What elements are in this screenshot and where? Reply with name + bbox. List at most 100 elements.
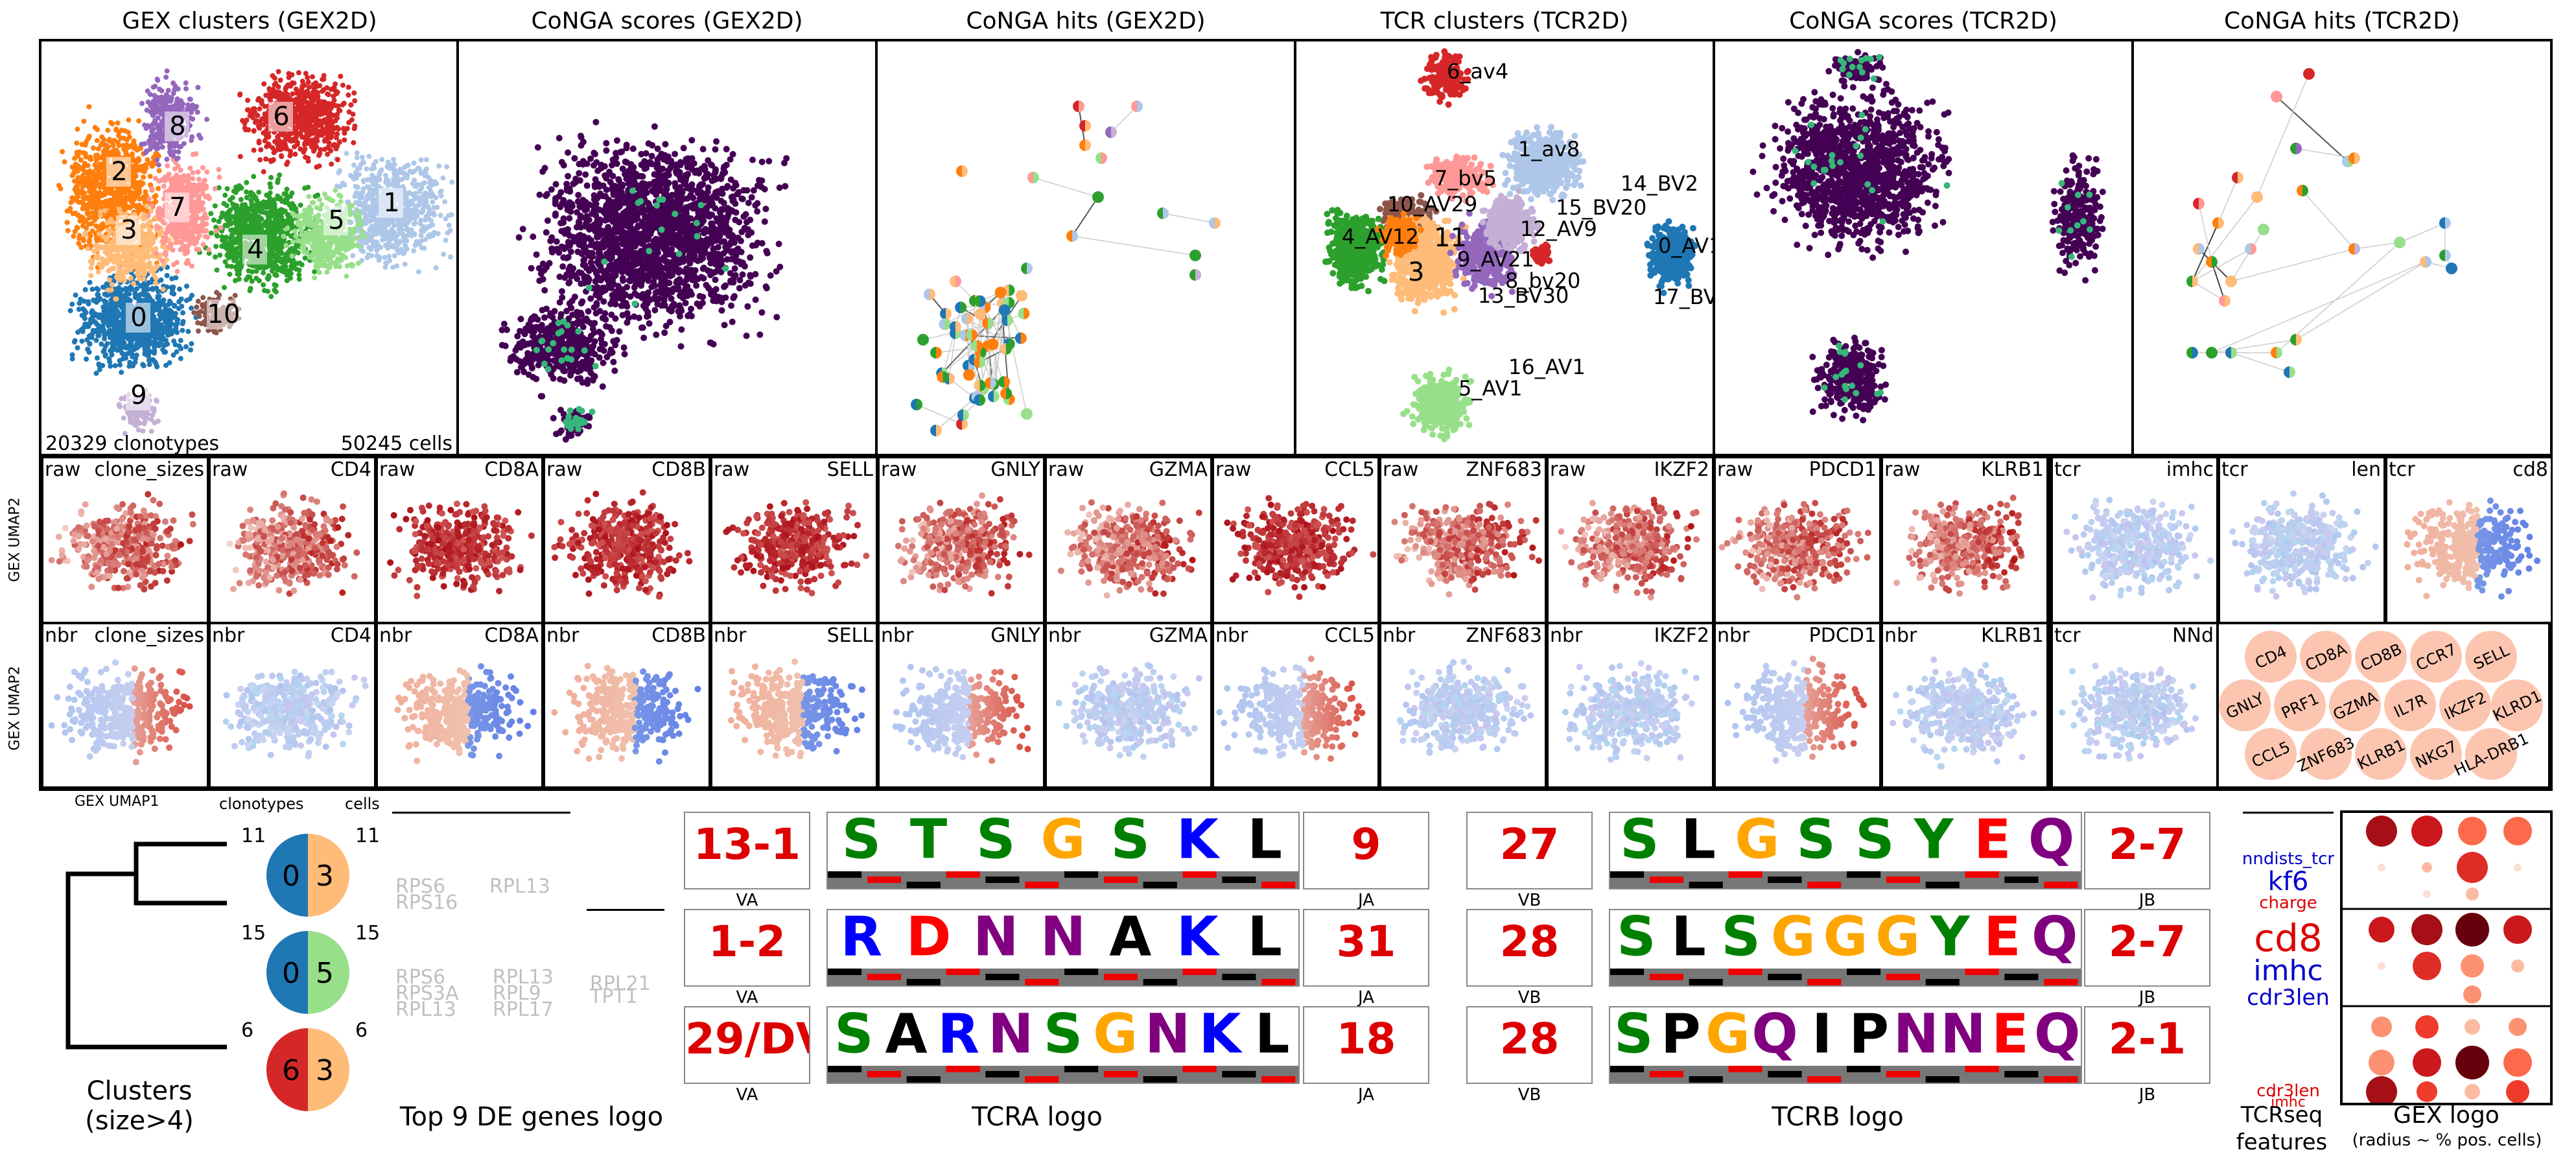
cell-point bbox=[299, 86, 305, 91]
cell-point bbox=[102, 336, 108, 342]
cell-point bbox=[293, 97, 299, 102]
cell-point bbox=[228, 221, 234, 227]
cell-point bbox=[75, 126, 80, 132]
cell-point bbox=[302, 217, 308, 223]
cell-point bbox=[104, 341, 110, 347]
cell-point bbox=[344, 150, 349, 156]
cell-point bbox=[266, 198, 272, 204]
cell-point bbox=[435, 231, 441, 237]
cell-point bbox=[270, 145, 275, 151]
cell-point bbox=[287, 153, 293, 159]
cell-point bbox=[334, 157, 340, 163]
cell-point bbox=[97, 312, 103, 318]
cell-point bbox=[99, 265, 104, 270]
cell-point bbox=[67, 206, 73, 211]
cell-point bbox=[272, 90, 277, 96]
cell-point bbox=[272, 75, 277, 81]
cell-point bbox=[382, 172, 388, 178]
cell-point bbox=[333, 81, 338, 87]
cell-point bbox=[292, 151, 298, 157]
cell-point bbox=[93, 206, 99, 211]
cell-point bbox=[218, 225, 224, 231]
cell-point bbox=[248, 227, 253, 233]
cell-point bbox=[305, 105, 310, 111]
cell-point bbox=[310, 252, 316, 258]
cell-point bbox=[64, 220, 70, 226]
cell-point bbox=[314, 164, 320, 170]
cell-point bbox=[157, 316, 163, 322]
cell-point bbox=[293, 213, 299, 218]
cell-point bbox=[134, 286, 140, 292]
cell-point bbox=[312, 193, 318, 199]
cell-point bbox=[126, 117, 132, 123]
cell-point bbox=[91, 248, 97, 254]
cell-point bbox=[249, 278, 255, 284]
cell-point bbox=[238, 196, 244, 202]
cell-point bbox=[388, 237, 393, 242]
cell-point bbox=[106, 356, 112, 362]
cell-point bbox=[299, 110, 305, 116]
cell-point bbox=[79, 338, 85, 344]
cell-point bbox=[379, 232, 385, 238]
cell-point bbox=[307, 204, 312, 210]
cell-point bbox=[113, 296, 119, 302]
cell-point bbox=[108, 348, 113, 354]
cell-point bbox=[296, 272, 302, 277]
cell-point bbox=[110, 121, 115, 126]
cell-point bbox=[69, 164, 75, 170]
cell-point bbox=[283, 85, 288, 91]
cell-point bbox=[405, 206, 411, 211]
cell-point bbox=[270, 208, 275, 214]
cell-point bbox=[169, 276, 175, 281]
cell-point bbox=[344, 274, 349, 279]
cell-point bbox=[95, 296, 101, 302]
cell-point bbox=[69, 195, 75, 201]
cell-point bbox=[113, 328, 119, 334]
cell-point bbox=[145, 213, 151, 218]
cell-point bbox=[277, 172, 283, 178]
cell-point bbox=[160, 310, 166, 316]
cell-point bbox=[376, 257, 382, 263]
cell-point bbox=[243, 205, 249, 211]
cell-point bbox=[279, 154, 285, 159]
cell-point bbox=[281, 233, 287, 239]
cell-point bbox=[60, 148, 65, 154]
cell-point bbox=[93, 254, 99, 260]
cell-point bbox=[360, 248, 366, 254]
cell-point bbox=[303, 89, 309, 95]
cell-point bbox=[266, 257, 272, 263]
cell-point bbox=[338, 73, 344, 79]
cell-point bbox=[108, 139, 114, 145]
cell-point bbox=[353, 183, 358, 189]
cell-point bbox=[312, 238, 318, 244]
cell-point bbox=[174, 321, 180, 327]
cell-point bbox=[308, 220, 314, 226]
cell-point bbox=[88, 273, 94, 279]
cell-point bbox=[212, 186, 218, 192]
cell-point bbox=[89, 221, 95, 227]
cell-point bbox=[298, 146, 303, 152]
cell-point bbox=[394, 175, 400, 181]
cell-point bbox=[267, 247, 273, 253]
cell-point bbox=[355, 222, 360, 228]
cell-point bbox=[205, 234, 211, 240]
cell-point bbox=[447, 228, 453, 233]
cell-point bbox=[80, 200, 86, 206]
cell-point bbox=[87, 341, 93, 347]
cell-point bbox=[336, 139, 342, 145]
cell-point bbox=[299, 78, 305, 84]
cell-point bbox=[403, 200, 409, 206]
cell-point bbox=[354, 150, 360, 156]
cell-point bbox=[328, 112, 334, 118]
cell-point bbox=[431, 205, 437, 211]
cell-point bbox=[96, 333, 102, 338]
cell-point bbox=[68, 200, 74, 206]
cell-point bbox=[222, 193, 228, 198]
cell-point bbox=[394, 263, 400, 269]
cell-point bbox=[88, 186, 93, 192]
cell-point bbox=[278, 268, 284, 274]
cell-point bbox=[417, 166, 423, 172]
cell-point bbox=[141, 174, 146, 180]
cell-point bbox=[204, 215, 209, 221]
cell-point bbox=[382, 255, 388, 261]
